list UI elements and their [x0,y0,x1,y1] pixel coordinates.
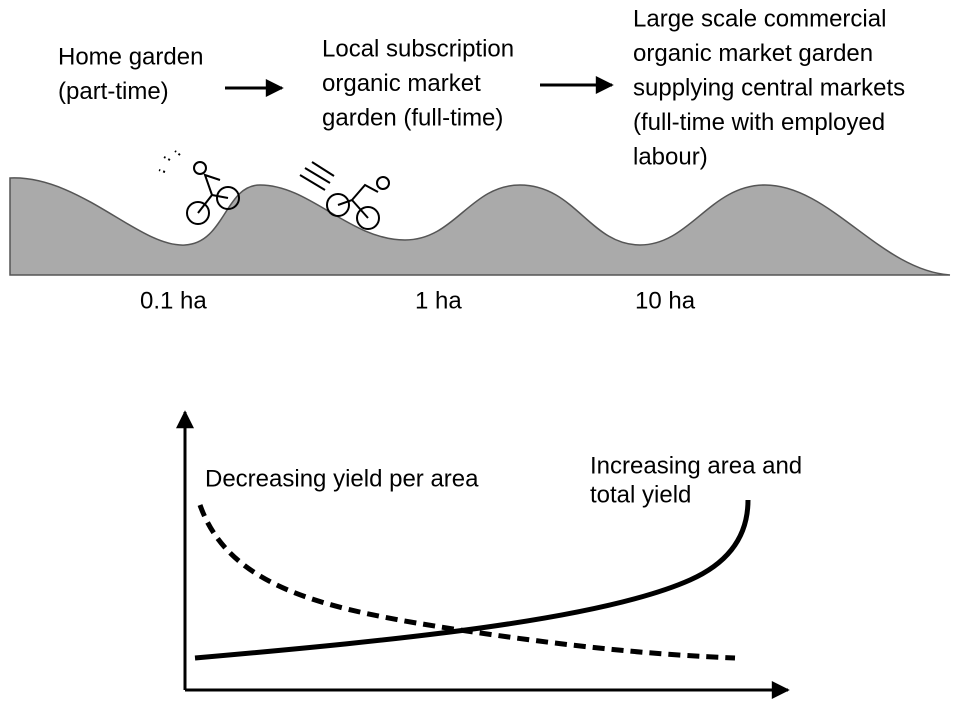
stage-label: garden (full-time) [322,104,503,131]
curve-label: total yield [590,481,691,508]
size-label: 10 ha [635,287,696,314]
stage-label: (part-time) [58,78,169,105]
stage-label: Large scale commercial [633,5,886,32]
cyclist-climbing [158,150,240,225]
stage-label: (full-time with employed [633,109,885,136]
stage-label: supplying central markets [633,74,905,101]
stage-label: organic market [322,70,481,97]
stage-label: Local subscription [322,35,514,62]
cyclist-descending [299,161,390,230]
stage-label: organic market garden [633,40,873,67]
size-label: 0.1 ha [140,287,207,314]
increasing-curve [194,499,751,661]
decreasing-curve [197,504,736,661]
size-label: 1 ha [415,287,462,314]
hills [9,177,951,276]
curve-label: Decreasing yield per area [205,465,479,492]
stage-label: Home garden [58,43,203,70]
curve-label: Increasing area and [590,452,802,479]
stage-label: labour) [633,143,708,170]
